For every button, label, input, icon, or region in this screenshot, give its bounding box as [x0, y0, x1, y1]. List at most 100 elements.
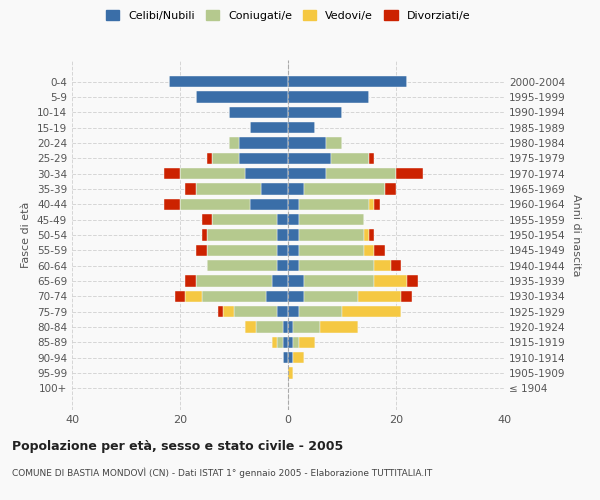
- Bar: [256, 322, 283, 333]
- Bar: [202, 229, 207, 241]
- Bar: [223, 306, 234, 318]
- Bar: [250, 122, 288, 134]
- Bar: [369, 198, 374, 210]
- Bar: [288, 244, 299, 256]
- Bar: [277, 244, 288, 256]
- Bar: [396, 168, 423, 179]
- Bar: [212, 152, 239, 164]
- Bar: [212, 214, 277, 226]
- Bar: [239, 152, 288, 164]
- Bar: [288, 352, 293, 364]
- Bar: [288, 290, 304, 302]
- Bar: [169, 76, 288, 88]
- Bar: [272, 336, 277, 348]
- Bar: [218, 306, 223, 318]
- Bar: [185, 290, 202, 302]
- Bar: [277, 260, 288, 272]
- Bar: [288, 152, 331, 164]
- Bar: [288, 106, 342, 118]
- Bar: [277, 336, 283, 348]
- Bar: [391, 260, 401, 272]
- Bar: [288, 76, 407, 88]
- Bar: [369, 229, 374, 241]
- Bar: [288, 214, 299, 226]
- Bar: [401, 290, 412, 302]
- Bar: [196, 244, 207, 256]
- Bar: [288, 91, 369, 102]
- Bar: [277, 214, 288, 226]
- Bar: [196, 276, 272, 287]
- Bar: [364, 229, 369, 241]
- Bar: [164, 198, 180, 210]
- Bar: [320, 322, 358, 333]
- Bar: [331, 152, 369, 164]
- Bar: [293, 322, 320, 333]
- Bar: [207, 260, 277, 272]
- Y-axis label: Fasce di età: Fasce di età: [22, 202, 31, 268]
- Bar: [288, 336, 293, 348]
- Bar: [202, 214, 212, 226]
- Bar: [283, 336, 288, 348]
- Bar: [304, 183, 385, 194]
- Bar: [283, 352, 288, 364]
- Bar: [288, 122, 315, 134]
- Y-axis label: Anni di nascita: Anni di nascita: [571, 194, 581, 276]
- Bar: [288, 183, 304, 194]
- Text: COMUNE DI BASTIA MONDOVÌ (CN) - Dati ISTAT 1° gennaio 2005 - Elaborazione TUTTIT: COMUNE DI BASTIA MONDOVÌ (CN) - Dati IST…: [12, 468, 432, 478]
- Bar: [250, 198, 288, 210]
- Bar: [283, 322, 288, 333]
- Bar: [245, 168, 288, 179]
- Bar: [288, 322, 293, 333]
- Bar: [277, 229, 288, 241]
- Bar: [299, 306, 342, 318]
- Bar: [326, 168, 396, 179]
- Text: Popolazione per età, sesso e stato civile - 2005: Popolazione per età, sesso e stato civil…: [12, 440, 343, 453]
- Bar: [196, 91, 288, 102]
- Bar: [207, 229, 277, 241]
- Bar: [196, 183, 261, 194]
- Bar: [299, 229, 364, 241]
- Bar: [272, 276, 288, 287]
- Bar: [277, 306, 288, 318]
- Bar: [229, 137, 239, 148]
- Bar: [364, 244, 374, 256]
- Bar: [185, 183, 196, 194]
- Bar: [207, 152, 212, 164]
- Bar: [358, 290, 401, 302]
- Bar: [207, 244, 277, 256]
- Bar: [180, 198, 250, 210]
- Bar: [299, 260, 374, 272]
- Bar: [175, 290, 185, 302]
- Bar: [239, 137, 288, 148]
- Bar: [288, 229, 299, 241]
- Bar: [299, 198, 369, 210]
- Bar: [326, 137, 342, 148]
- Bar: [369, 152, 374, 164]
- Bar: [304, 276, 374, 287]
- Bar: [299, 244, 364, 256]
- Bar: [288, 198, 299, 210]
- Bar: [288, 276, 304, 287]
- Bar: [202, 290, 266, 302]
- Bar: [288, 260, 299, 272]
- Bar: [288, 137, 326, 148]
- Legend: Celibi/Nubili, Coniugati/e, Vedovi/e, Divorziati/e: Celibi/Nubili, Coniugati/e, Vedovi/e, Di…: [101, 6, 475, 25]
- Bar: [299, 214, 364, 226]
- Bar: [229, 106, 288, 118]
- Bar: [164, 168, 180, 179]
- Bar: [374, 244, 385, 256]
- Bar: [293, 336, 299, 348]
- Bar: [374, 276, 407, 287]
- Bar: [180, 168, 245, 179]
- Bar: [245, 322, 256, 333]
- Bar: [293, 352, 304, 364]
- Bar: [266, 290, 288, 302]
- Bar: [374, 198, 380, 210]
- Bar: [185, 276, 196, 287]
- Bar: [288, 168, 326, 179]
- Bar: [288, 368, 293, 379]
- Bar: [288, 306, 299, 318]
- Bar: [342, 306, 401, 318]
- Bar: [385, 183, 396, 194]
- Bar: [234, 306, 277, 318]
